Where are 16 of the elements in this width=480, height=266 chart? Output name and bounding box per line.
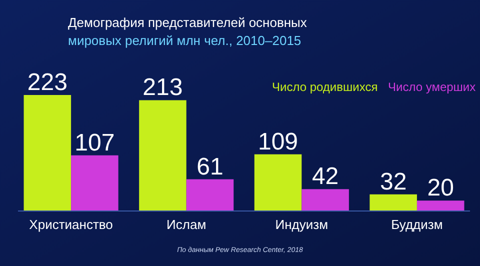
data-label: 20 (427, 174, 454, 202)
data-label: 213 (142, 74, 183, 102)
text: Число умерших (388, 80, 476, 94)
data-label: 61 (196, 153, 224, 180)
x-tick-label: Ислам (166, 217, 206, 232)
x-tick-label: Христианство (29, 217, 113, 232)
data-label: 223 (27, 69, 68, 96)
chart-title: Демография представителей основных (68, 15, 308, 30)
x-tick-label: Буддизм (391, 217, 443, 232)
chart-subtitle: мировых религий млн чел., 2010–2015 (68, 33, 302, 48)
data-label: 107 (74, 129, 115, 156)
data-label: 42 (312, 163, 339, 190)
x-tick-label: Индуизм (275, 217, 328, 232)
data-label: 32 (380, 168, 407, 196)
data-label: 109 (258, 128, 298, 156)
text: Число родившихся (272, 80, 378, 94)
